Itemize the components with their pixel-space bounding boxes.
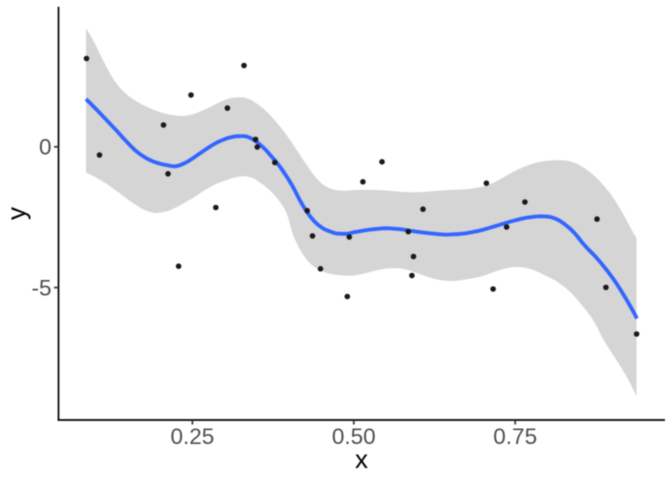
svg-text:y: y [1, 207, 31, 220]
svg-text:0.25: 0.25 [171, 424, 215, 449]
svg-text:-5: -5 [31, 275, 51, 300]
svg-text:0.75: 0.75 [493, 424, 537, 449]
svg-text:0.50: 0.50 [332, 424, 376, 449]
svg-text:0: 0 [39, 135, 52, 160]
svg-text:x: x [355, 444, 368, 474]
